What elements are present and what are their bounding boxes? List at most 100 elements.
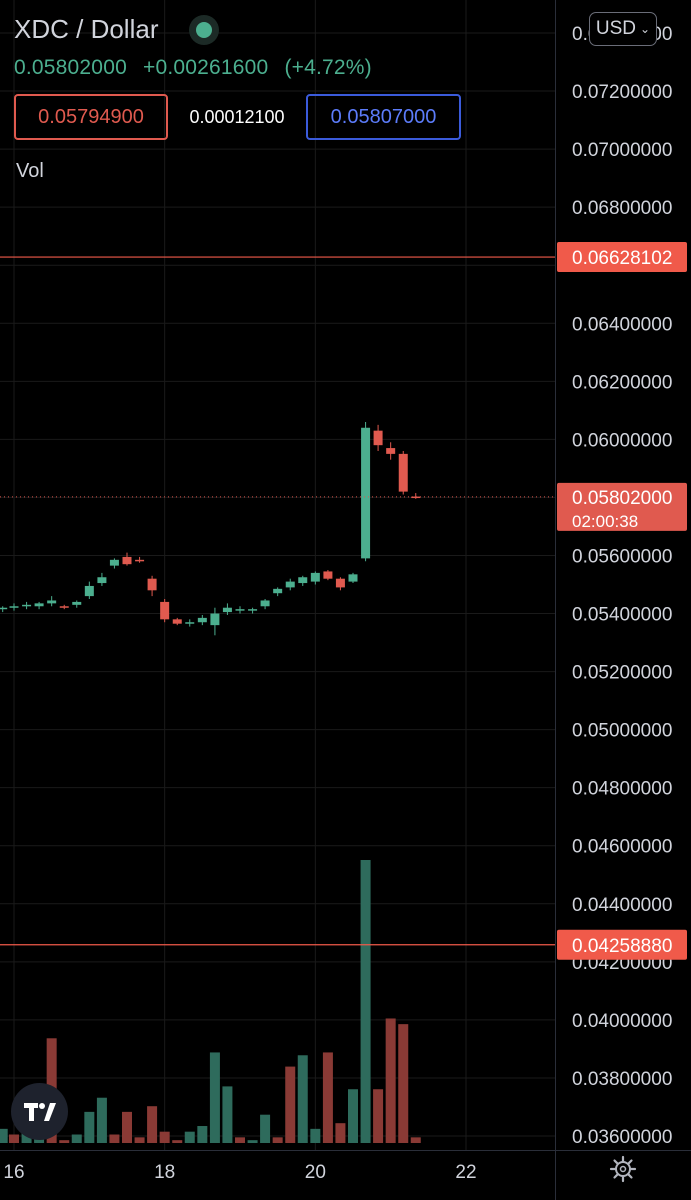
candle-body: [373, 430, 383, 446]
volume-bar: [59, 1140, 70, 1143]
candle-body: [248, 609, 258, 611]
volume-bar: [235, 1137, 245, 1143]
volume-bar: [360, 860, 371, 1143]
y-tick-label: 0.04600000: [572, 837, 672, 858]
candle-body: [109, 559, 119, 566]
candle-body: [160, 601, 170, 620]
candle-body: [84, 585, 94, 597]
volume-bar: [310, 1128, 321, 1143]
candle-body: [411, 496, 421, 499]
volume-bar: [109, 1134, 120, 1143]
spread-value: 0.00012100: [189, 106, 285, 127]
volume-bar: [122, 1111, 132, 1143]
candle-body: [9, 606, 19, 608]
candle-body: [34, 603, 44, 607]
candle-body: [398, 453, 408, 492]
candle-body: [197, 617, 207, 623]
candle-body: [172, 619, 182, 624]
currency-select-value: USD: [595, 18, 637, 39]
y-tick-label: 0.04400000: [572, 895, 672, 916]
x-tick-label: 16: [3, 1162, 24, 1183]
last-price: 0.05802000: [14, 56, 127, 79]
volume-bar: [335, 1123, 346, 1143]
candle-body: [22, 604, 32, 607]
candle-body: [298, 577, 308, 584]
candle-body: [222, 607, 232, 613]
candle-body: [147, 578, 157, 591]
alert-price-label: 0.06628102: [572, 248, 672, 269]
x-tick-label: 20: [305, 1162, 326, 1183]
countdown-label: 02:00:38: [572, 512, 638, 531]
volume-bar: [71, 1134, 82, 1143]
y-tick-label: 0.03800000: [572, 1069, 672, 1090]
candle-body: [361, 427, 371, 559]
y-tick-label: 0.05200000: [572, 663, 672, 684]
candle-body: [122, 556, 132, 565]
volume-bar: [297, 1055, 308, 1143]
sell-price-button[interactable]: 0.05794900: [14, 94, 168, 140]
volume-bar: [147, 1106, 158, 1143]
volume-bar: [385, 1018, 396, 1143]
candle-body: [185, 622, 195, 624]
y-tick-label: 0.06000000: [572, 430, 672, 451]
candle-body: [59, 606, 69, 608]
volume-legend[interactable]: Vol: [16, 160, 44, 182]
volume-bar: [222, 1086, 233, 1143]
volume-bar: [159, 1131, 170, 1143]
y-tick-label: 0.07000000: [572, 140, 672, 161]
y-tick-label: 0.05400000: [572, 605, 672, 626]
candle-body: [323, 571, 333, 579]
symbol-title[interactable]: XDC / Dollar: [14, 14, 159, 44]
y-tick-label: 0.05000000: [572, 721, 672, 742]
x-tick-label: 22: [455, 1162, 476, 1183]
volume-bar: [184, 1131, 195, 1143]
y-tick-label: 0.03600000: [572, 1127, 672, 1148]
y-tick-label: 0.04800000: [572, 779, 672, 800]
candle-body: [235, 609, 245, 611]
candle-body: [72, 601, 82, 605]
candle-body: [47, 600, 57, 604]
volume-bar: [348, 1089, 358, 1143]
alert-price-label-bg: [557, 242, 687, 273]
candle-body: [97, 577, 107, 584]
gear-icon[interactable]: [609, 1155, 637, 1183]
currency-select[interactable]: USD ⌄: [589, 12, 657, 46]
volume-bar: [322, 1052, 333, 1143]
price-change: +0.00261600: [143, 56, 269, 79]
volume-bar: [373, 1089, 384, 1143]
volume-bar: [260, 1114, 271, 1143]
price-change-pct: (+4.72%): [284, 56, 372, 79]
volume-bar: [96, 1097, 107, 1143]
quote-line: 0.05802000 +0.00261600 (+4.72%): [14, 56, 382, 80]
volume-bar: [272, 1137, 283, 1143]
volume-bar: [398, 1024, 409, 1143]
candle-body: [285, 581, 295, 588]
volume-bar: [0, 1128, 8, 1143]
volume-bar: [209, 1052, 220, 1143]
candle-body: [0, 607, 8, 610]
volume-bar: [285, 1066, 296, 1143]
volume-bar: [134, 1137, 145, 1143]
candle-body: [348, 574, 358, 582]
y-tick-label: 0.07200000: [572, 82, 672, 103]
alert-price-label-bg: [557, 929, 687, 960]
candle-body: [210, 613, 220, 626]
volume-bar: [410, 1137, 421, 1143]
y-tick-label: 0.06200000: [572, 372, 672, 393]
buy-price-button[interactable]: 0.05807000: [306, 94, 461, 140]
x-tick-label: 18: [154, 1162, 175, 1183]
current-price-label-bg: [557, 482, 687, 531]
candle-body: [386, 448, 396, 454]
current-price-label: 0.05802000: [572, 488, 672, 509]
candle-body: [310, 572, 320, 582]
volume-bar: [9, 1134, 19, 1143]
market-open-dot-icon: [196, 22, 212, 38]
tradingview-logo-icon[interactable]: [11, 1083, 68, 1140]
volume-bar: [247, 1140, 258, 1143]
candle-body: [260, 600, 270, 607]
candle-body: [273, 588, 283, 594]
candle-body: [335, 578, 345, 588]
y-tick-label: 0.04000000: [572, 1011, 672, 1032]
candle-body: [135, 559, 145, 562]
